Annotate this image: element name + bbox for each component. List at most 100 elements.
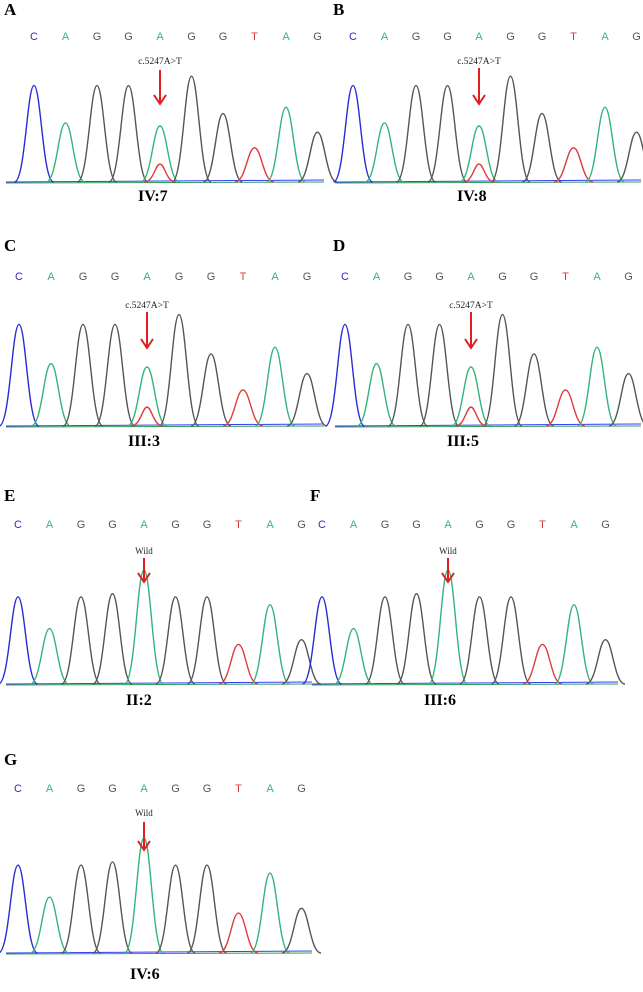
panel-letter: C bbox=[4, 236, 17, 255]
base-call-c: C bbox=[15, 271, 23, 283]
base-call-g: G bbox=[303, 271, 312, 283]
base-call-g: G bbox=[538, 31, 547, 43]
mutant-peak-t bbox=[144, 163, 176, 183]
peak-t bbox=[218, 643, 259, 685]
base-call-a: A bbox=[47, 271, 55, 283]
peak-g bbox=[395, 84, 437, 183]
panel-letter: G bbox=[4, 750, 18, 769]
base-call-c: C bbox=[14, 783, 22, 795]
peak-t bbox=[545, 389, 586, 427]
sample-label: IV:6 bbox=[130, 966, 160, 983]
sample-label: III:6 bbox=[424, 692, 457, 709]
arrow-down-icon bbox=[441, 558, 455, 584]
base-call-g: G bbox=[506, 31, 515, 43]
sample-label: III:5 bbox=[447, 433, 480, 450]
panel-letter: F bbox=[310, 486, 321, 505]
base-call-g: G bbox=[77, 519, 86, 531]
peak-c bbox=[0, 596, 38, 685]
peak-a bbox=[123, 569, 165, 685]
base-call-g: G bbox=[601, 519, 610, 531]
base-call-g: G bbox=[77, 783, 86, 795]
base-call-a: A bbox=[46, 783, 54, 795]
baseline bbox=[334, 425, 642, 428]
base-call-g: G bbox=[203, 519, 212, 531]
peak-a bbox=[250, 604, 290, 685]
variant-annotation: Wild bbox=[135, 808, 153, 818]
peak-g bbox=[387, 323, 429, 427]
peak-g bbox=[92, 593, 133, 685]
base-call-c: C bbox=[14, 519, 22, 531]
base-call-g: G bbox=[175, 271, 184, 283]
peak-a bbox=[29, 627, 70, 685]
peak-g bbox=[286, 372, 328, 427]
peak-t bbox=[218, 912, 259, 954]
peak-g bbox=[616, 131, 643, 183]
peak-g bbox=[482, 313, 523, 427]
base-call-a: A bbox=[570, 519, 578, 531]
peak-a bbox=[459, 125, 499, 183]
baseline bbox=[334, 181, 642, 184]
base-call-g: G bbox=[412, 31, 421, 43]
arrow-down-icon bbox=[472, 68, 486, 106]
peak-a bbox=[585, 106, 625, 183]
peak-g bbox=[522, 112, 562, 183]
base-call-c: C bbox=[349, 31, 357, 43]
peak-g bbox=[365, 596, 405, 685]
peak-a bbox=[30, 363, 72, 427]
peak-g bbox=[396, 593, 437, 685]
base-call-g: G bbox=[412, 519, 421, 531]
chromatogram-e: C A G G A G G T A G Wild bbox=[0, 519, 322, 686]
base-call-g: G bbox=[435, 271, 444, 283]
peak-c bbox=[0, 323, 40, 427]
variant-annotation: c.5247A>T bbox=[138, 57, 182, 67]
base-call-a: A bbox=[266, 519, 274, 531]
base-call-g: G bbox=[443, 31, 452, 43]
arrow-down-icon bbox=[153, 70, 167, 106]
base-call-a: A bbox=[467, 271, 475, 283]
base-call-g: G bbox=[632, 31, 641, 43]
variant-annotation: Wild bbox=[439, 546, 457, 556]
base-call-g: G bbox=[475, 519, 484, 531]
base-call-g: G bbox=[108, 519, 117, 531]
peak-g bbox=[108, 84, 149, 183]
peak-a bbox=[140, 125, 180, 183]
peak-g bbox=[281, 638, 322, 685]
base-call-t: T bbox=[235, 519, 242, 531]
baseline bbox=[5, 181, 325, 184]
base-call-a: A bbox=[282, 31, 290, 43]
base-call-g: G bbox=[108, 783, 117, 795]
mutant-peak-t bbox=[463, 163, 495, 183]
peak-t bbox=[234, 147, 275, 183]
peak-t bbox=[522, 643, 563, 685]
peak-g bbox=[585, 638, 626, 685]
peak-g bbox=[491, 596, 531, 685]
base-call-a: A bbox=[46, 519, 54, 531]
base-call-g: G bbox=[79, 271, 88, 283]
base-call-a: A bbox=[373, 271, 381, 283]
variant-annotation: c.5247A>T bbox=[449, 301, 493, 311]
base-call-g: G bbox=[187, 31, 196, 43]
base-call-g: G bbox=[171, 519, 180, 531]
base-call-g: G bbox=[624, 271, 633, 283]
peak-a bbox=[577, 346, 617, 427]
base-call-g: G bbox=[124, 31, 133, 43]
panel-f: F C A G G A G G T A G Wild III:6 bbox=[302, 486, 626, 711]
chromatogram-c: C A G G A G G T A Gc.5247A>T bbox=[0, 271, 328, 428]
base-call-a: A bbox=[156, 31, 164, 43]
baseline bbox=[311, 683, 619, 686]
panel-letter: D bbox=[333, 236, 346, 255]
peak-g bbox=[94, 323, 136, 427]
peak-a bbox=[123, 837, 165, 954]
mutant-peak-t bbox=[455, 406, 487, 427]
panel-letter: B bbox=[333, 0, 345, 19]
arrow-down-icon bbox=[137, 822, 151, 852]
peak-g bbox=[490, 75, 531, 183]
peak-g bbox=[155, 596, 196, 685]
chromatogram-d: C A G G A G G T A Gc.5247A>T bbox=[324, 271, 643, 428]
panel-g: G C A G G A G G T A G Wild IV:6 bbox=[0, 750, 322, 990]
sample-label: II:2 bbox=[126, 692, 152, 709]
chromatogram-f: C A G G A G G T A G Wild bbox=[302, 519, 626, 686]
peak-g bbox=[514, 353, 554, 427]
base-call-g: G bbox=[498, 271, 507, 283]
